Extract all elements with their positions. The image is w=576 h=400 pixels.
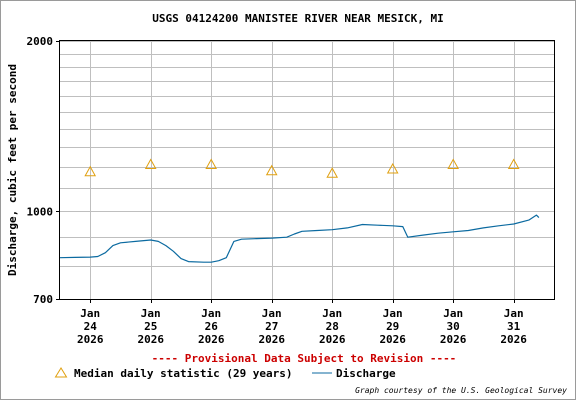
x-tick-label-year: 2026 — [440, 333, 467, 346]
median-marker — [326, 167, 339, 178]
discharge-series-line — [59, 214, 540, 263]
y-axis-tick-labels: 2000 1000 700 — [27, 35, 60, 306]
series-layer — [59, 214, 540, 263]
x-tick-label-day: 31 — [507, 320, 521, 333]
x-axis-tick-labels: Jan242026Jan252026Jan262026Jan272026Jan2… — [77, 307, 527, 346]
x-tick-label-month: Jan — [443, 307, 463, 320]
legend-discharge-label: Discharge — [336, 367, 396, 380]
x-tick-label-month: Jan — [262, 307, 282, 320]
plot-area-border — [59, 40, 555, 300]
legend: Median daily statistic (29 years) Discha… — [54, 367, 396, 380]
y-axis-label: Discharge, cubic feet per second — [6, 64, 19, 276]
x-tick-label-day: 25 — [144, 320, 157, 333]
credit-text: Graph courtesy of the U.S. Geological Su… — [355, 386, 567, 395]
x-tick-label-year: 2026 — [258, 333, 285, 346]
x-tick-label-year: 2026 — [379, 333, 406, 346]
median-marker — [507, 158, 520, 169]
y-tick-label: 1000 — [27, 205, 54, 218]
x-tick-label-day: 24 — [84, 320, 98, 333]
x-tick-label-year: 2026 — [319, 333, 346, 346]
y-tick-label: 700 — [33, 293, 53, 306]
x-tick-label-month: Jan — [504, 307, 524, 320]
x-tick-label-month: Jan — [141, 307, 161, 320]
median-marker — [205, 158, 218, 169]
median-marker — [144, 158, 157, 169]
x-tick-label-day: 28 — [326, 320, 339, 333]
median-marker — [447, 158, 460, 169]
x-tick-label-year: 2026 — [198, 333, 225, 346]
provisional-notice: ---- Provisional Data Subject to Revisio… — [152, 352, 457, 365]
x-tick-label-day: 27 — [265, 320, 278, 333]
x-tick-label-year: 2026 — [500, 333, 527, 346]
grid-lines — [60, 41, 554, 303]
median-marker — [265, 164, 278, 176]
legend-median-label: Median daily statistic (29 years) — [74, 367, 293, 380]
median-legend-triangle-icon — [54, 367, 68, 378]
median-marker — [386, 162, 399, 174]
x-tick-label-month: Jan — [201, 307, 221, 320]
x-tick-label-day: 30 — [447, 320, 460, 333]
chart-title: USGS 04124200 MANISTEE RIVER NEAR MESICK… — [152, 12, 443, 25]
x-tick-label-month: Jan — [80, 307, 100, 320]
median-marker — [84, 165, 97, 177]
x-tick-label-year: 2026 — [77, 333, 104, 346]
x-tick-label-month: Jan — [383, 307, 403, 320]
x-tick-label-day: 29 — [386, 320, 399, 333]
x-tick-label-year: 2026 — [137, 333, 164, 346]
x-tick-label-month: Jan — [322, 307, 342, 320]
median-markers — [84, 158, 520, 178]
x-tick-label-day: 26 — [205, 320, 219, 333]
y-tick-label: 2000 — [27, 35, 54, 48]
